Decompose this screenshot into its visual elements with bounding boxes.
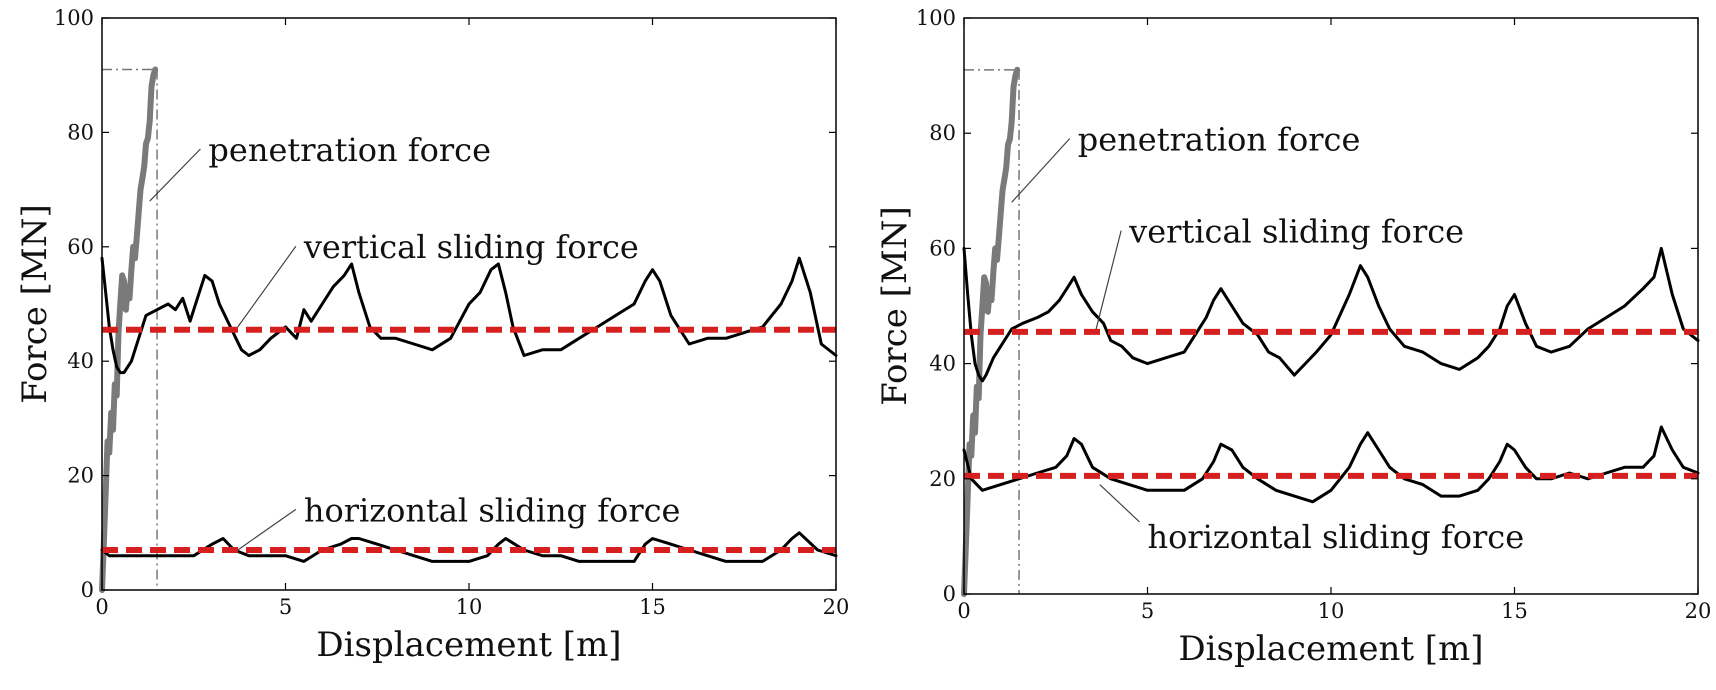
annotation-leader-line	[237, 245, 297, 328]
y-axis-label: Force [MN]	[15, 204, 55, 404]
x-tick-label: 10	[1318, 599, 1345, 623]
penetration-force-line	[99, 66, 159, 593]
y-tick-label: 60	[67, 235, 94, 259]
x-tick-label: 5	[1141, 599, 1154, 623]
vertical-sliding-force-line	[100, 256, 838, 375]
annotation-label: penetration force	[208, 131, 491, 169]
annotation-label: penetration force	[1078, 120, 1361, 158]
x-tick-label: 20	[823, 595, 850, 619]
annotation-leader-line	[1095, 230, 1122, 330]
x-tick-label: 0	[957, 599, 970, 623]
x-axis-label: Displacement [m]	[316, 625, 621, 665]
y-tick-label: 60	[929, 236, 956, 260]
x-tick-label: 15	[639, 595, 666, 619]
y-tick-label: 80	[929, 121, 956, 145]
horizontal-sliding-force-line	[962, 425, 1700, 504]
x-axis-label: Displacement [m]	[1178, 629, 1483, 669]
x-tick-label: 5	[279, 595, 292, 619]
annotation-label: horizontal sliding force	[1148, 518, 1525, 556]
chart-panel-1: 0 5 10 15 20 0 20 40 60 80 100 Displacement [m] Forc…	[15, 6, 849, 665]
y-axis-label: Force [MN]	[875, 206, 915, 406]
x-tick-label: 15	[1501, 599, 1528, 623]
annotation-leader-line	[1099, 484, 1140, 523]
y-tick-label: 40	[929, 352, 956, 376]
penetration-force-line	[961, 66, 1021, 597]
y-tick-label: 0	[943, 582, 956, 606]
y-tick-label: 20	[929, 467, 956, 491]
y-tick-label: 100	[54, 6, 94, 30]
x-tick-label: 0	[95, 595, 108, 619]
x-tick-label: 10	[456, 595, 483, 619]
annotation-leader-line	[149, 148, 201, 202]
annotation-label: vertical sliding force	[1128, 213, 1464, 251]
x-tick-label: 20	[1685, 599, 1712, 623]
annotation-leader-line	[237, 508, 297, 551]
annotation-leader-line	[1011, 138, 1071, 203]
annotation-label: vertical sliding force	[303, 228, 639, 266]
y-tick-label: 20	[67, 464, 94, 488]
y-tick-label: 40	[67, 349, 94, 373]
y-tick-label: 80	[67, 120, 94, 144]
plot-frame	[963, 17, 1699, 595]
horizontal-sliding-force-line	[100, 531, 838, 563]
y-tick-label: 0	[81, 578, 94, 602]
annotation-label: horizontal sliding force	[304, 491, 681, 529]
y-tick-label: 100	[916, 6, 956, 30]
chart-panel-2: 0 5 10 15 20 0 20 40 60 80 100 Displacement [m] Forc…	[875, 6, 1711, 669]
vertical-sliding-force-line	[962, 246, 1700, 383]
